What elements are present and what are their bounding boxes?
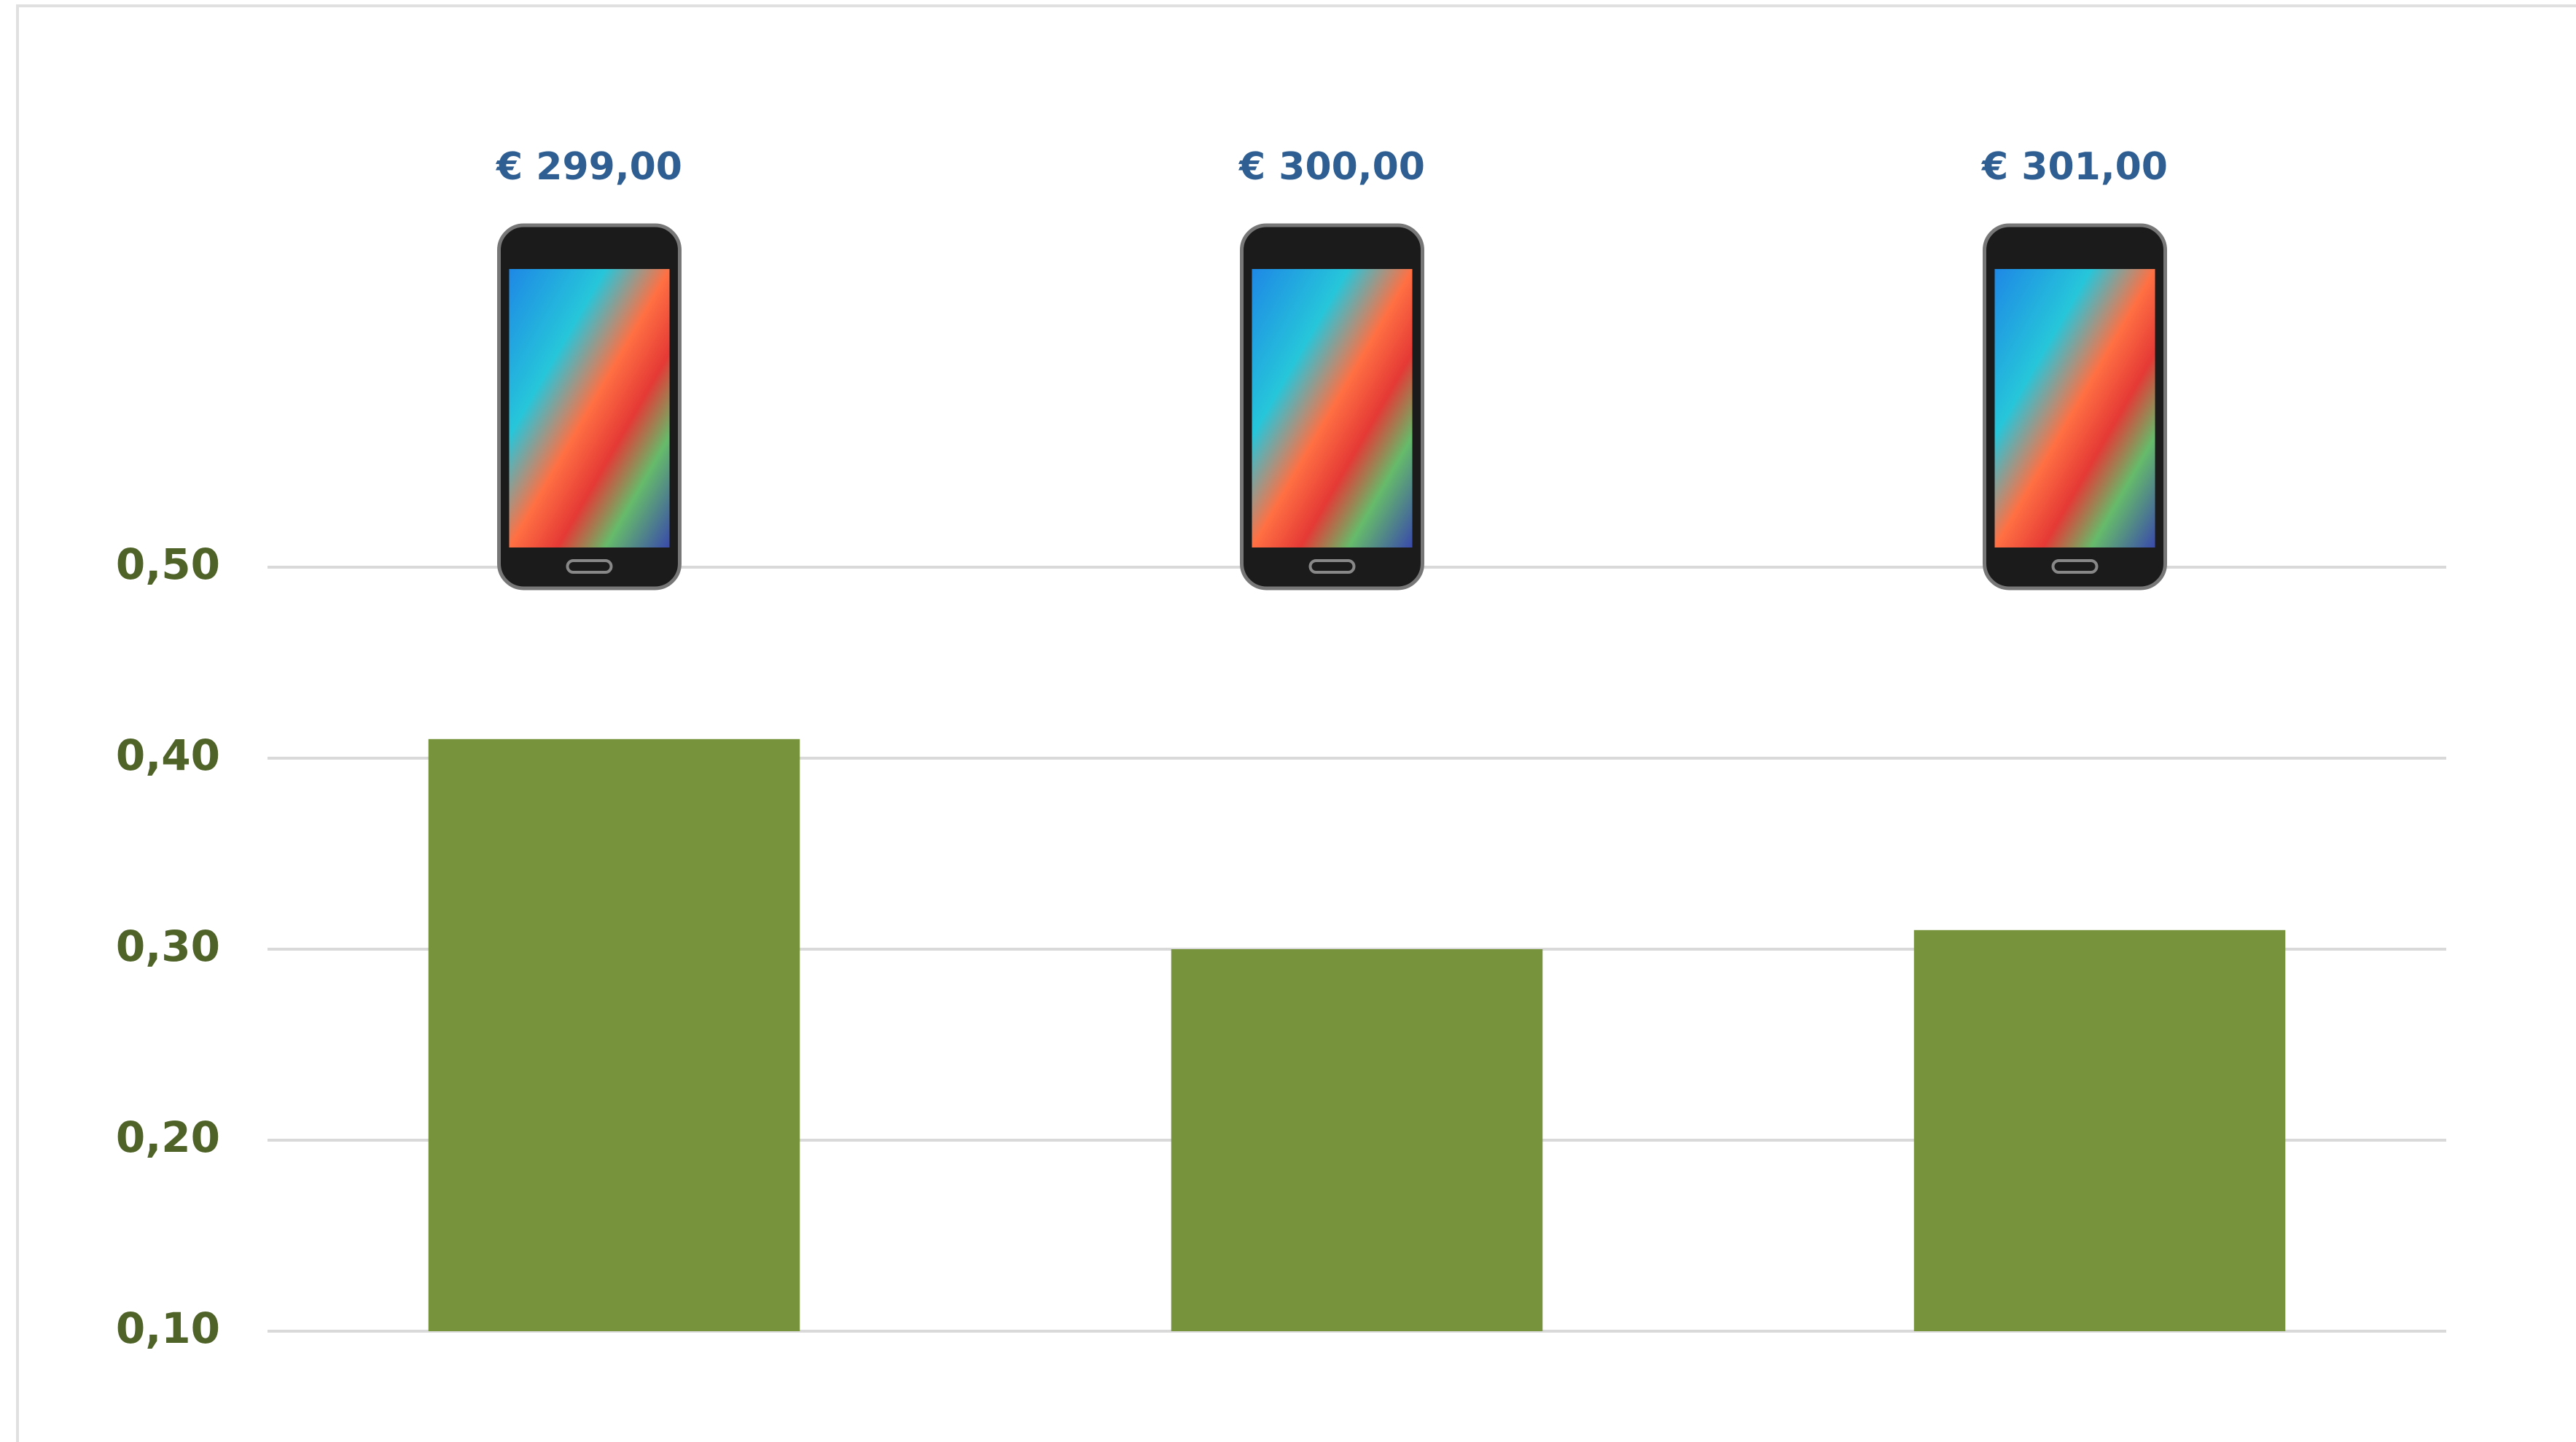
y-tick-label: 0,20 xyxy=(116,1112,220,1162)
phone-screen xyxy=(1995,269,2155,547)
bar xyxy=(1914,930,2286,1331)
price-label: € 299,00 xyxy=(496,145,682,189)
price-label: € 301,00 xyxy=(1981,145,2168,189)
bar xyxy=(1171,949,1543,1331)
y-tick-label: 0,50 xyxy=(116,539,220,589)
y-tick-label: 0,30 xyxy=(116,921,220,971)
y-tick-label: 0,10 xyxy=(116,1303,220,1353)
page: 0,10 0,20 0,30 0,40 0,50 € 299,00 € 300,00 € 30… xyxy=(0,0,2576,1442)
y-tick-label: 0,40 xyxy=(116,730,220,780)
chart: 0,10 0,20 0,30 0,40 0,50 € 299,00 € 300,00 € 30… xyxy=(0,0,2576,1442)
price-label: € 300,00 xyxy=(1238,145,1425,189)
phone-screen xyxy=(510,269,670,547)
bar xyxy=(429,739,800,1331)
phone-screen xyxy=(1252,269,1413,547)
